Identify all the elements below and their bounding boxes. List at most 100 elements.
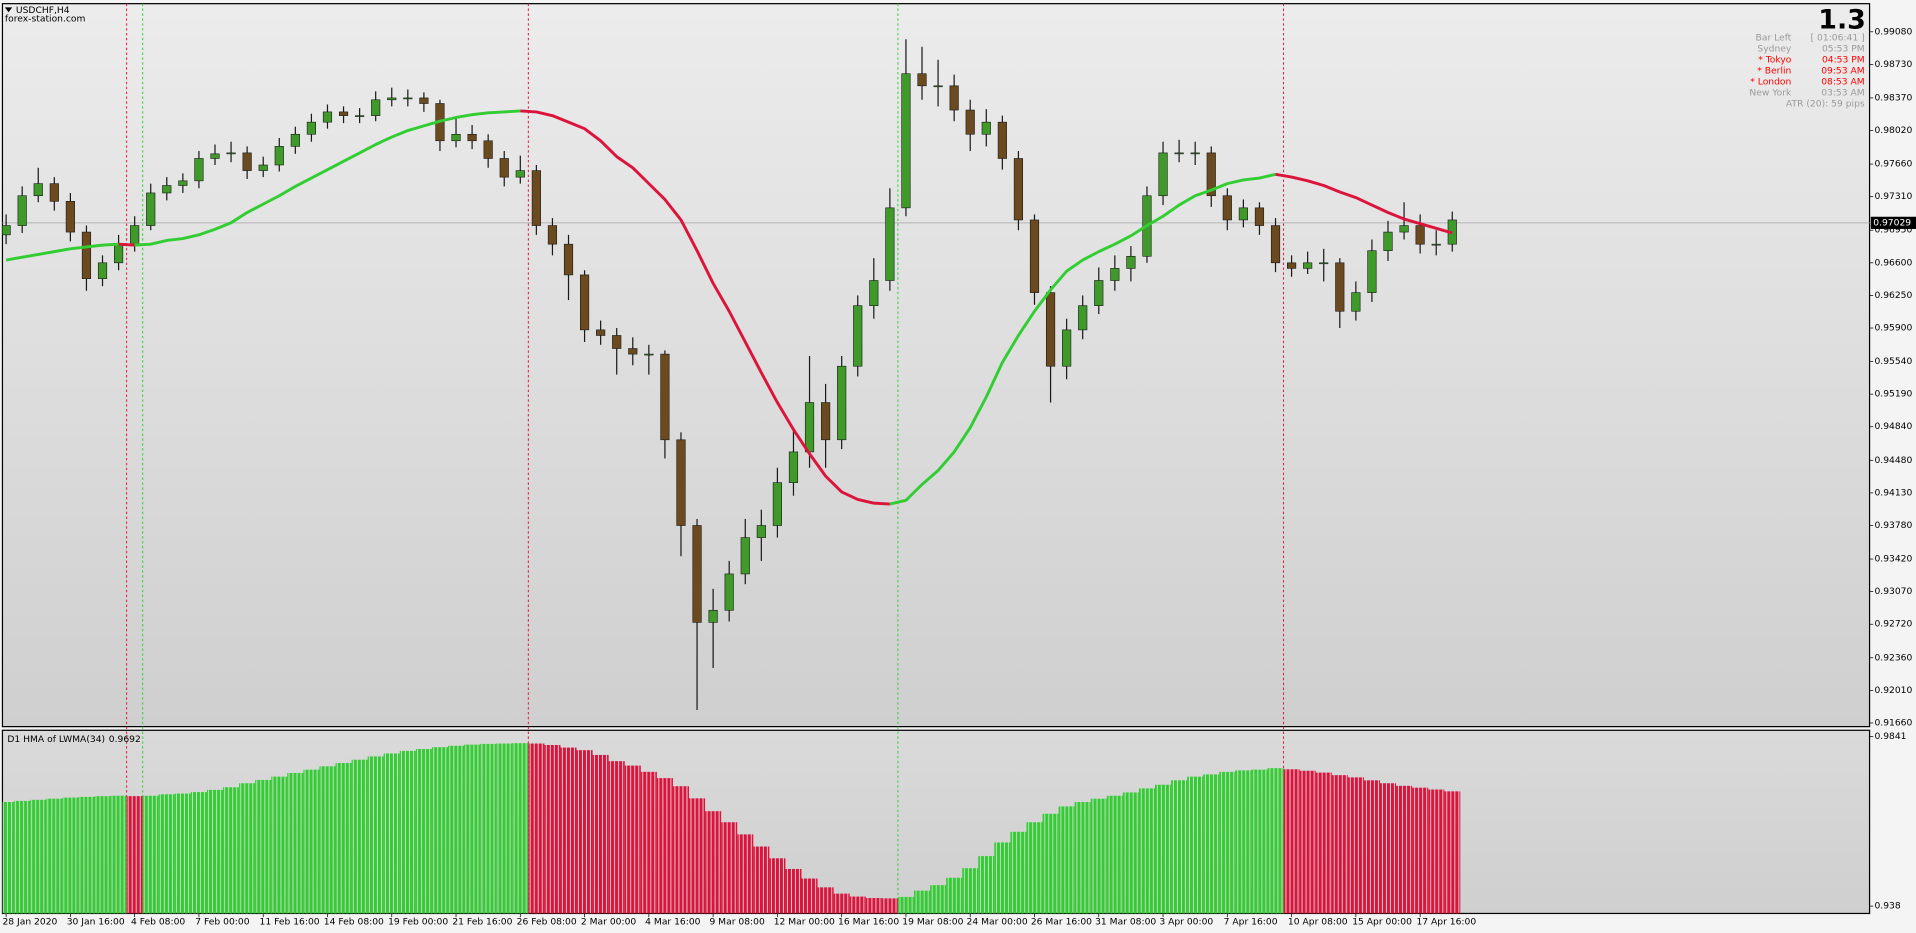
y-tick-label: 0.96950 xyxy=(1874,225,1912,236)
indicator-bar xyxy=(271,776,288,914)
indicator-bar xyxy=(94,796,111,914)
x-tick-label: 3 Apr 00:00 xyxy=(1159,917,1213,928)
candle-body xyxy=(1238,207,1248,221)
indicator-bar xyxy=(1042,813,1059,914)
candle-body xyxy=(660,353,670,441)
candle-body xyxy=(531,170,541,226)
candle-body xyxy=(178,180,188,186)
info-label: Sydney xyxy=(1757,43,1791,54)
hma-line xyxy=(889,172,1276,506)
indicator-bar xyxy=(1058,806,1075,914)
watermark: forex-station.com xyxy=(5,13,86,24)
y-tick-label: 0.96600 xyxy=(1874,257,1912,268)
indicator-bar xyxy=(897,896,914,914)
indicator-bar xyxy=(335,763,352,914)
indicator-bar xyxy=(560,747,577,914)
candle-body xyxy=(724,573,734,611)
indicator-tick-label: 0.9841 xyxy=(1874,731,1906,742)
candle-body xyxy=(1126,255,1136,269)
candle-body xyxy=(387,97,397,101)
y-tick-label: 0.98370 xyxy=(1874,92,1912,103)
x-tick-label: 7 Feb 00:00 xyxy=(195,917,249,928)
hma-line xyxy=(1275,172,1453,235)
candle-body xyxy=(949,85,959,111)
candle-body xyxy=(1303,262,1313,269)
indicator-bar xyxy=(817,887,834,914)
x-tick-label: 10 Apr 08:00 xyxy=(1288,917,1348,928)
indicator-bar xyxy=(672,786,690,914)
y-tick-label: 0.96250 xyxy=(1874,290,1912,301)
info-label: * London xyxy=(1750,76,1791,87)
candle-body xyxy=(933,85,943,88)
current-price-label: 0.97029 xyxy=(1873,217,1911,228)
candle-body xyxy=(1062,329,1072,367)
indicator-bar xyxy=(1235,770,1252,914)
indicator-bar xyxy=(46,798,63,914)
candle-body xyxy=(1110,268,1120,281)
indicator-bar xyxy=(1444,791,1461,914)
candle-body xyxy=(676,439,686,526)
candle-body xyxy=(563,243,574,276)
indicator-tick-label: 0.938 xyxy=(1874,901,1900,912)
candle-body xyxy=(338,111,349,116)
candle-body xyxy=(997,121,1007,159)
info-value: 08:53 AM xyxy=(1821,76,1864,87)
indicator-bar xyxy=(1347,777,1364,914)
layer-indicator xyxy=(2,743,1461,914)
candle-body xyxy=(1174,152,1184,155)
indicator-bar xyxy=(689,798,706,914)
x-tick-label: 15 Apr 00:00 xyxy=(1352,917,1412,928)
indicator-title: D1 HMA of LWMA(34) 0.9692 xyxy=(7,733,141,744)
y-tick-label: 0.93070 xyxy=(1874,586,1912,597)
candle-body xyxy=(49,183,59,202)
indicator-bar xyxy=(126,796,143,914)
candle-body xyxy=(772,482,782,526)
candle-body xyxy=(130,225,140,245)
x-tick-label: 24 Mar 00:00 xyxy=(967,917,1028,928)
x-tick-label: 21 Feb 16:00 xyxy=(452,917,512,928)
candle-body xyxy=(1431,243,1441,246)
candle-body xyxy=(162,185,172,194)
x-tick-label: 16 Mar 16:00 xyxy=(838,917,899,928)
menu-arrow[interactable] xyxy=(4,7,13,13)
indicator-bar xyxy=(447,745,465,914)
candle-body xyxy=(1399,225,1409,233)
candle-body xyxy=(1206,152,1216,197)
candle-body xyxy=(451,133,461,142)
x-tick-label: 11 Feb 16:00 xyxy=(260,917,320,928)
candle-body xyxy=(1383,231,1393,252)
y-tick-label: 0.92360 xyxy=(1874,652,1912,663)
candle-body xyxy=(1222,195,1232,221)
indicator-bar xyxy=(223,787,240,914)
indicator-bar xyxy=(1106,795,1123,914)
indicator-bar xyxy=(1090,798,1107,914)
candle-body xyxy=(1351,292,1361,312)
indicator-bar xyxy=(1187,776,1204,914)
candle-body xyxy=(355,115,365,117)
candle-body xyxy=(1254,207,1265,226)
indicator-bar xyxy=(576,750,593,914)
indicator-bar xyxy=(946,877,963,914)
indicator-bar xyxy=(351,759,368,914)
candle-body xyxy=(322,111,333,123)
candle-body xyxy=(1190,152,1200,155)
indicator-bar xyxy=(785,868,802,914)
indicator-bar xyxy=(1138,788,1156,914)
x-tick-label: 19 Mar 08:00 xyxy=(902,917,963,928)
indicator-bar xyxy=(528,743,545,914)
candle-body xyxy=(65,201,75,233)
indicator-bar xyxy=(14,800,31,914)
indicator-bar xyxy=(865,898,882,914)
candle-body xyxy=(515,170,525,178)
indicator-bar xyxy=(833,893,850,914)
indicator-bar xyxy=(592,754,609,914)
candle-body xyxy=(2,225,11,236)
indicator-bar xyxy=(640,771,657,914)
indicator-bar xyxy=(512,743,529,914)
indicator-bar xyxy=(1396,785,1413,914)
candle-body xyxy=(483,140,493,159)
indicator-bar xyxy=(1299,770,1316,914)
candle-body xyxy=(371,99,381,116)
candle-body xyxy=(579,274,590,331)
indicator-bar xyxy=(78,796,95,914)
